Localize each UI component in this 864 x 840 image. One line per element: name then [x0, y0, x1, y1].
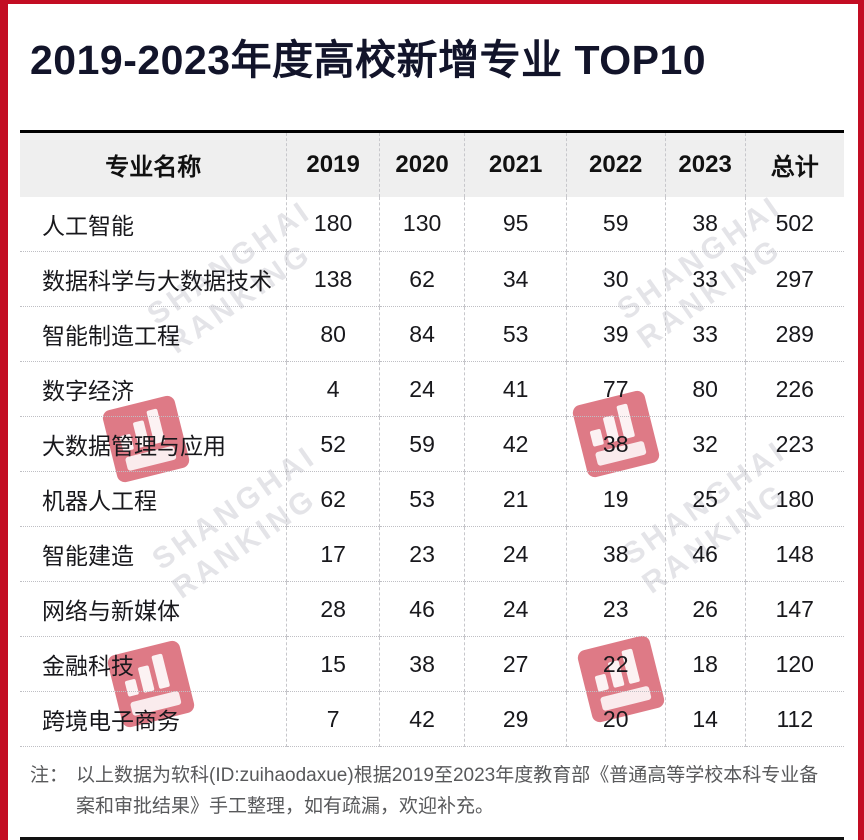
value-cell: 24	[464, 526, 567, 582]
major-name-cell: 数字经济	[20, 361, 287, 417]
column-header-2022: 2022	[565, 131, 666, 197]
value-cell: 17	[286, 526, 380, 582]
value-cell: 147	[744, 581, 844, 637]
column-header-2021: 2021	[464, 131, 567, 197]
value-cell: 23	[378, 526, 465, 582]
value-cell: 19	[565, 471, 666, 527]
column-header-总计: 总计	[744, 131, 844, 197]
value-cell: 18	[664, 636, 746, 692]
value-cell: 33	[664, 251, 746, 307]
value-cell: 138	[286, 251, 380, 307]
value-cell: 80	[286, 306, 380, 362]
value-cell: 62	[286, 471, 380, 527]
value-cell: 59	[378, 416, 465, 472]
column-header-2023: 2023	[664, 131, 746, 197]
value-cell: 21	[464, 471, 567, 527]
table-row: 智能建造 17 23 24 38 46 148	[20, 526, 844, 582]
table-row: 数据科学与大数据技术 138 62 34 30 33 297	[20, 251, 844, 307]
value-cell: 59	[565, 196, 666, 252]
value-cell: 46	[378, 581, 465, 637]
value-cell: 62	[378, 251, 465, 307]
table-row: 大数据管理与应用 52 59 42 38 32 223	[20, 416, 844, 472]
value-cell: 502	[744, 196, 844, 252]
value-cell: 24	[378, 361, 465, 417]
value-cell: 14	[664, 691, 746, 748]
value-cell: 226	[744, 361, 844, 417]
value-cell: 38	[664, 196, 746, 252]
value-cell: 77	[565, 361, 666, 417]
footnote-text: 以上数据为软科(ID:zuihaodaxue)根据2019至2023年度教育部《…	[76, 765, 819, 817]
table-row: 网络与新媒体 28 46 24 23 26 147	[20, 581, 844, 637]
value-cell: 80	[664, 361, 746, 417]
major-name-cell: 机器人工程	[20, 471, 287, 527]
value-cell: 41	[464, 361, 567, 417]
page-title: 2019-2023年度高校新增专业 TOP10	[30, 37, 707, 83]
value-cell: 289	[744, 306, 844, 362]
value-cell: 52	[286, 416, 380, 472]
column-header-2019: 2019	[286, 131, 380, 197]
value-cell: 180	[286, 196, 380, 252]
value-cell: 26	[664, 581, 746, 637]
table-row: 跨境电子商务 7 42 29 20 14 112	[20, 691, 844, 748]
value-cell: 180	[744, 471, 844, 527]
table-row: 金融科技 15 38 27 22 18 120	[20, 636, 844, 692]
column-header-major-name: 专业名称	[20, 131, 287, 197]
value-cell: 42	[464, 416, 567, 472]
table-row: 数字经济 4 24 41 77 80 226	[20, 361, 844, 417]
value-cell: 53	[378, 471, 465, 527]
major-name-cell: 跨境电子商务	[20, 691, 287, 748]
value-cell: 297	[744, 251, 844, 307]
table-row: 人工智能 180 130 95 59 38 502	[20, 196, 844, 252]
value-cell: 28	[286, 581, 380, 637]
major-name-cell: 大数据管理与应用	[20, 416, 287, 472]
value-cell: 39	[565, 306, 666, 362]
footnote-prefix: 注：	[30, 765, 69, 787]
value-cell: 22	[565, 636, 666, 692]
value-cell: 24	[464, 581, 567, 637]
value-cell: 38	[565, 416, 666, 472]
value-cell: 42	[378, 691, 465, 748]
value-cell: 33	[664, 306, 746, 362]
value-cell: 148	[744, 526, 844, 582]
bottom-rule	[20, 836, 844, 840]
value-cell: 53	[464, 306, 567, 362]
value-cell: 46	[664, 526, 746, 582]
value-cell: 223	[744, 416, 844, 472]
value-cell: 30	[565, 251, 666, 307]
major-name-cell: 金融科技	[20, 636, 287, 692]
value-cell: 7	[286, 691, 380, 748]
value-cell: 4	[286, 361, 380, 417]
value-cell: 84	[378, 306, 465, 362]
table-row: 智能制造工程 80 84 53 39 33 289	[20, 306, 844, 362]
footnote: 注： 以上数据为软科(ID:zuihaodaxue)根据2019至2023年度教…	[30, 761, 838, 822]
table-row: 机器人工程 62 53 21 19 25 180	[20, 471, 844, 527]
major-name-cell: 智能建造	[20, 526, 287, 582]
value-cell: 38	[378, 636, 465, 692]
value-cell: 23	[565, 581, 666, 637]
major-name-cell: 数据科学与大数据技术	[20, 251, 287, 307]
value-cell: 112	[744, 691, 844, 748]
value-cell: 34	[464, 251, 567, 307]
value-cell: 15	[286, 636, 380, 692]
value-cell: 38	[565, 526, 666, 582]
value-cell: 27	[464, 636, 567, 692]
value-cell: 25	[664, 471, 746, 527]
majors-table: 专业名称 2019 2020 2021 2022 2023 总计 人工智能 180 130 95 5…	[20, 130, 844, 748]
value-cell: 130	[378, 196, 465, 252]
major-name-cell: 智能制造工程	[20, 306, 287, 362]
value-cell: 29	[464, 691, 567, 748]
table-header: 专业名称 2019 2020 2021 2022 2023 总计	[20, 131, 844, 197]
value-cell: 95	[464, 196, 567, 252]
major-name-cell: 人工智能	[42, 212, 134, 239]
value-cell: 20	[565, 691, 666, 748]
value-cell: 120	[744, 636, 844, 692]
column-header-2020: 2020	[378, 131, 465, 197]
value-cell: 32	[664, 416, 746, 472]
major-name-cell: 网络与新媒体	[20, 581, 287, 637]
